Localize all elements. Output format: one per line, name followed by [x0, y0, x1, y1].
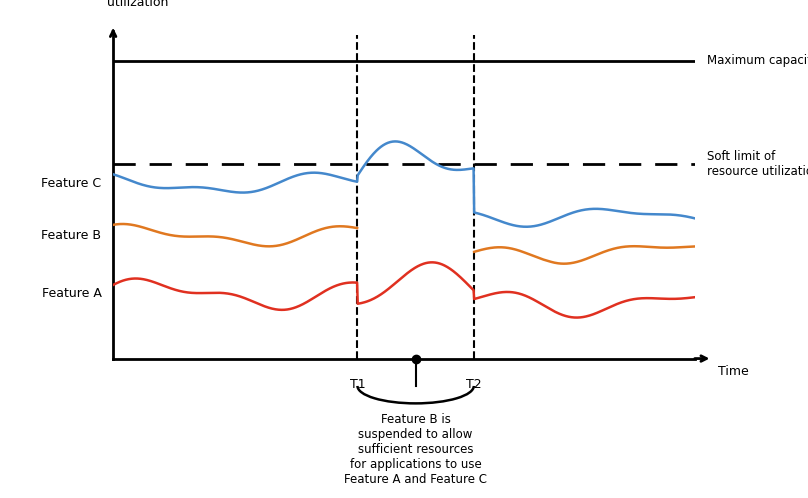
Text: T2: T2 [466, 378, 482, 391]
Text: Feature B: Feature B [41, 229, 102, 242]
Text: Feature A: Feature A [41, 287, 102, 300]
Text: Time: Time [718, 365, 749, 378]
Text: Maximum capacity: Maximum capacity [706, 54, 808, 67]
Text: Resource
utilization: Resource utilization [107, 0, 169, 9]
Text: Soft limit of
resource utilization: Soft limit of resource utilization [706, 150, 808, 178]
Text: T1: T1 [350, 378, 365, 391]
Text: Feature B is
suspended to allow
sufficient resources
for applications to use
Fea: Feature B is suspended to allow sufficie… [344, 413, 487, 487]
Text: Feature C: Feature C [41, 177, 102, 190]
